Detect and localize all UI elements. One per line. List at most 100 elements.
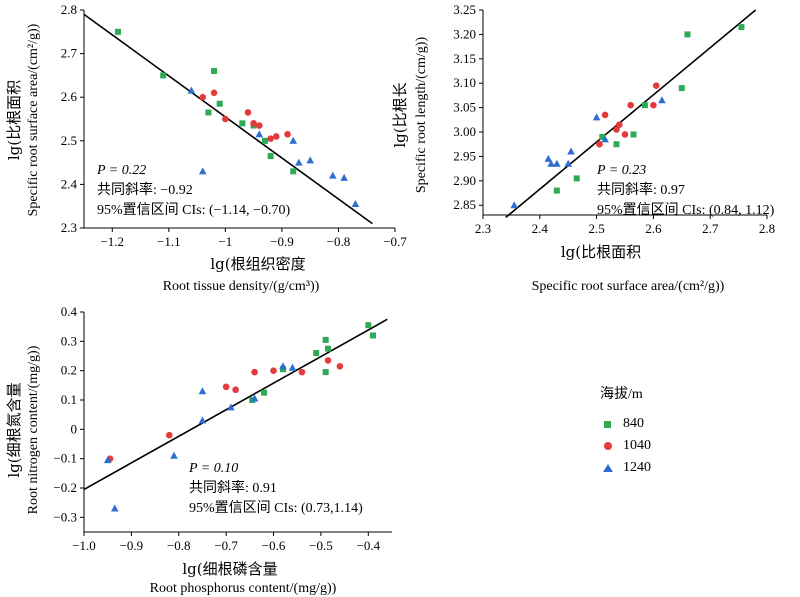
point-840 (216, 100, 223, 107)
point-1040 (272, 133, 280, 140)
point-1040 (251, 368, 258, 376)
square-marker-icon (604, 420, 611, 428)
y-axis-title-cn: lg(比根面积 (5, 80, 23, 160)
point-1240 (564, 159, 572, 167)
x-tick-label: −0.7 (383, 234, 407, 249)
panel1-p-value: P = 0.22 (97, 163, 147, 178)
legend-title: 海拔/m (600, 387, 643, 402)
x-tick-label: −0.7 (214, 538, 238, 553)
point-1240 (601, 135, 609, 143)
y-axis-title-cn: lg(比根长 (391, 82, 409, 147)
point-1240 (198, 387, 207, 395)
point-1240 (198, 416, 207, 424)
y-tick-label: 3.25 (453, 2, 476, 17)
x-tick-label: −0.9 (270, 234, 294, 249)
point-840 (267, 153, 274, 160)
point-1240 (306, 156, 314, 164)
point-1040 (222, 383, 230, 391)
point-840 (630, 131, 637, 138)
panel3-p-value: P = 0.10 (189, 461, 239, 476)
point-840 (322, 369, 329, 376)
point-1240 (279, 362, 287, 370)
point-840 (114, 28, 121, 35)
point-840 (573, 175, 580, 182)
point-1240 (227, 403, 235, 411)
y-axis-title-en: Specific root length/(cm/g)) (414, 37, 429, 194)
y-tick-label: 3.05 (453, 100, 476, 115)
point-1240 (288, 363, 297, 371)
y-tick-label: 2.6 (61, 89, 78, 104)
point-1240 (544, 154, 553, 162)
panel2-p-value: P = 0.23 (597, 163, 647, 178)
point-1040 (270, 367, 277, 374)
y-tick-label: 2.3 (61, 220, 77, 235)
point-840 (678, 85, 685, 92)
y-tick-label: −0.3 (53, 509, 77, 524)
point-1240 (547, 159, 555, 167)
x-axis-title-cn: lg(细根磷含量 (182, 560, 277, 578)
y-tick-label: 0.4 (61, 304, 78, 319)
point-840 (313, 350, 320, 357)
point-840 (322, 336, 329, 343)
point-840 (160, 72, 167, 79)
panel-p2: 2.3 2.4 2.5 2.6 2.7 2.8 2.85 2.90 2.95 3.00 3.05 3.… (391, 2, 775, 294)
point-1240 (351, 200, 360, 208)
y-axis-title-en: Root nitrogen content/(mg/g)) (26, 345, 41, 514)
panel1-slope: 共同斜率: −0.92 (97, 183, 193, 198)
point-1240 (658, 96, 666, 104)
legend: 海拔/m 840 1040 1240 (600, 383, 651, 479)
point-1040 (613, 126, 620, 133)
point-1240 (289, 136, 298, 144)
point-1240 (329, 171, 337, 179)
fit-line (83, 318, 388, 491)
panel2-slope: 共同斜率: 0.97 (597, 183, 685, 198)
point-1040 (267, 135, 274, 142)
y-tick-label: 2.4 (61, 176, 78, 191)
point-1240 (170, 451, 178, 459)
point-1040 (232, 386, 239, 394)
point-1040 (336, 362, 344, 370)
legend-label-1240: 1240 (623, 460, 651, 475)
point-1040 (652, 82, 660, 89)
x-tick-label: −1.0 (72, 538, 96, 553)
point-1040 (250, 120, 257, 127)
point-840 (613, 141, 620, 148)
y-tick-label: 0.2 (61, 363, 77, 378)
x-tick-label: −1.1 (157, 234, 181, 249)
point-840 (738, 24, 745, 31)
point-1040 (298, 368, 306, 376)
x-tick-label: 2.5 (588, 221, 604, 236)
y-tick-label: 2.8 (61, 2, 77, 17)
x-tick-label: 2.6 (645, 221, 662, 236)
x-tick-label: −0.8 (167, 538, 191, 553)
point-1240 (250, 394, 259, 402)
y-tick-label: 2.95 (453, 148, 476, 163)
point-840 (365, 322, 372, 329)
panel3-annotation: P = 0.10 共同斜率: 0.91 95%置信区间 CIs: (0.73,1… (189, 461, 363, 517)
panel1-ci: 95%置信区间 CIs: (−1.14, −0.70) (97, 203, 291, 218)
legend-label-840: 840 (623, 416, 644, 431)
x-axis-title-cn: lg(根组织密度 (210, 255, 305, 273)
panel3-slope: 共同斜率: 0.91 (189, 481, 277, 496)
x-axis-title-cn: lg(比根面积 (561, 243, 641, 261)
y-tick-label: 0.1 (61, 392, 77, 407)
point-840 (370, 332, 377, 339)
fit-line (505, 9, 757, 219)
point-1240 (340, 173, 348, 181)
legend-entry-1240: 1240 (600, 457, 651, 479)
point-840 (599, 133, 606, 140)
panel1-annotation: P = 0.22 共同斜率: −0.92 95%置信区间 CIs: (−1.14… (97, 163, 290, 219)
point-840 (641, 102, 648, 109)
panel2-annotation: P = 0.23 共同斜率: 0.97 95%置信区间 CIs: (0.84, … (597, 163, 774, 219)
point-1040 (222, 115, 229, 123)
point-1040 (199, 93, 207, 101)
x-tick-label: 2.8 (759, 221, 775, 236)
y-tick-label: 2.5 (61, 133, 77, 148)
y-tick-label: −0.2 (53, 480, 77, 495)
point-1240 (510, 201, 519, 209)
x-axis-title-en: Root tissue density/(g/cm³)) (163, 279, 320, 294)
legend-entry-840: 840 (600, 413, 651, 435)
point-1040 (284, 130, 291, 138)
panel2-ci: 95%置信区间 CIs: (0.84, 1.12) (597, 203, 775, 218)
x-tick-label: −0.8 (327, 234, 351, 249)
